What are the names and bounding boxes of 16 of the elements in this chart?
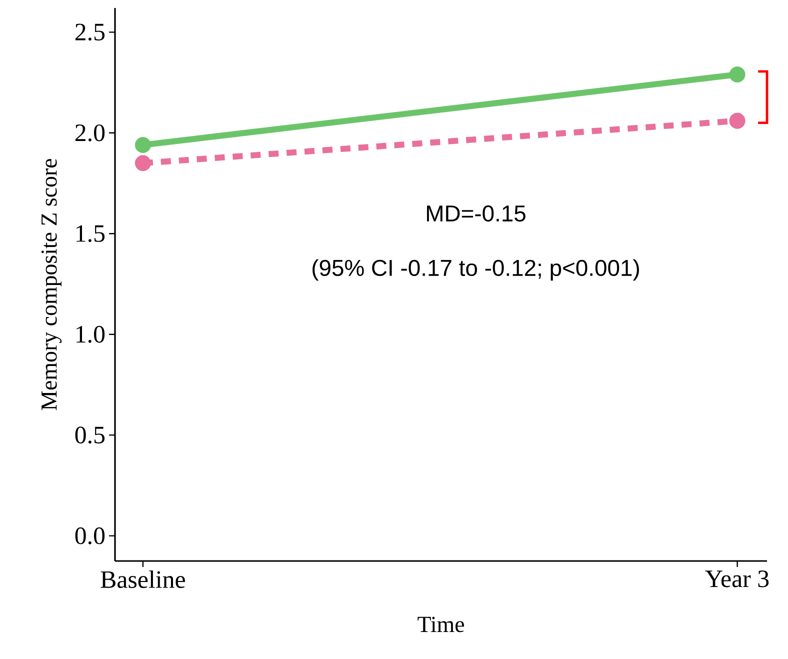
point: [134, 155, 151, 172]
y-tick-label: 2.0: [75, 124, 105, 142]
y-tick-label: 0.5: [75, 426, 105, 444]
annotation: MD=-0.15: [427, 205, 526, 222]
point: [134, 136, 151, 153]
y-tick-label: 0.0: [75, 527, 105, 544]
y-axis-title: Memory composite Z score: [41, 158, 62, 410]
x-tick-label: Baseline: [100, 570, 185, 588]
x-axis-title: Time: [418, 616, 464, 632]
x-tick-label: Year 3: [705, 570, 769, 588]
y-tick-label: 1.5: [76, 225, 105, 242]
point: [729, 112, 746, 129]
y-tick-label: 1.0: [76, 326, 105, 343]
point: [729, 66, 746, 82]
annotation: (95% CI -0.17 to -0.12; p<0.001): [312, 259, 639, 281]
y-tick-label: 2.5: [75, 24, 105, 41]
